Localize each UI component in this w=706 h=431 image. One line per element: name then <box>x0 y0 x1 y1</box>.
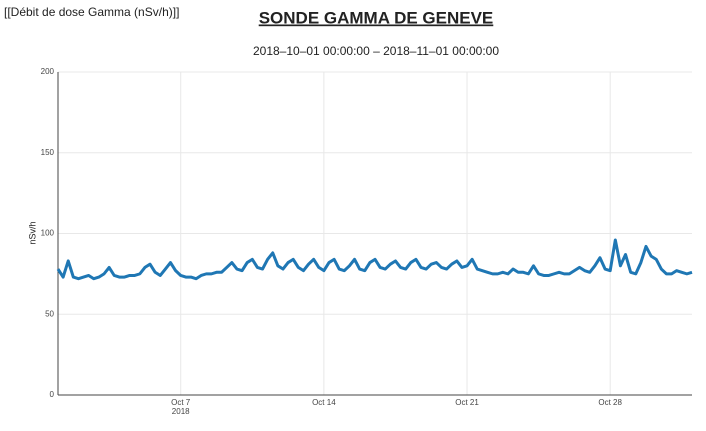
chart-subtitle: 2018‒10‒01 00:00:00 ‒ 2018‒11‒01 00:00:0… <box>253 44 499 58</box>
y-axis-label: nSv/h <box>27 221 37 244</box>
chart-title: SONDE GAMMA DE GENEVE <box>259 8 494 27</box>
y-tick-label: 100 <box>41 229 55 238</box>
y-tick-label: 0 <box>50 390 55 399</box>
x-year-label: 2018 <box>172 407 190 416</box>
corner-label: [[Débit de dose Gamma (nSv/h)]] <box>4 5 179 19</box>
y-tick-label: 200 <box>41 67 55 76</box>
x-tick-label: Oct 28 <box>598 398 622 407</box>
x-tick-label: Oct 21 <box>455 398 479 407</box>
y-tick-label: 150 <box>41 148 55 157</box>
x-tick-label: Oct 7 <box>171 398 191 407</box>
data-line <box>56 238 693 281</box>
x-tick-label: Oct 14 <box>312 398 336 407</box>
y-tick-label: 50 <box>45 309 54 318</box>
